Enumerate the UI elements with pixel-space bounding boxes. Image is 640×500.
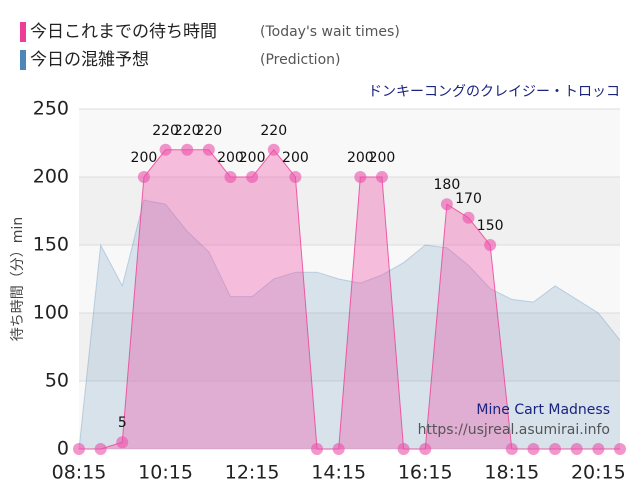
legend-label-en: (Today's wait times) — [260, 24, 400, 40]
legend-label-en: (Prediction) — [260, 52, 340, 68]
wait-marker — [354, 171, 367, 183]
x-tick-label: 20:15 — [571, 462, 626, 484]
value-label: 200 — [131, 150, 158, 166]
value-label: 220 — [174, 123, 201, 139]
value-label: 5 — [118, 415, 127, 431]
watermark-url: https://usjreal.asumirai.info — [418, 422, 610, 438]
wait-marker — [181, 143, 194, 156]
value-label: 220 — [195, 123, 222, 139]
plot-band — [79, 381, 620, 449]
y-tick-label: 50 — [45, 370, 69, 392]
watermark: Mine Cart Madness — [476, 402, 610, 418]
wait-area — [79, 149, 620, 450]
wait-marker — [73, 443, 85, 455]
y-tick-label: 100 — [33, 302, 69, 324]
value-label: 220 — [152, 123, 179, 139]
y-tick-label: 0 — [57, 438, 69, 460]
x-tick-label: 12:15 — [225, 462, 280, 484]
wait-marker — [419, 443, 432, 455]
plot-band — [79, 245, 620, 313]
wait-marker — [440, 198, 453, 211]
wait-marker — [549, 443, 562, 455]
wait-marker — [592, 443, 605, 455]
plot-band — [79, 109, 620, 177]
x-tick-label: 14:15 — [311, 462, 366, 484]
value-label: 200 — [369, 150, 396, 166]
chart-subtitle: ドンキーコングのクレイジー・トロッコ — [368, 84, 620, 100]
wait-marker — [462, 211, 475, 224]
wait-marker — [527, 443, 540, 455]
wait-marker — [311, 443, 324, 455]
x-tick-label: 18:15 — [484, 462, 539, 484]
legend-swatch — [20, 50, 26, 70]
wait-marker — [246, 171, 259, 183]
value-label: 150 — [477, 218, 504, 234]
y-tick-label: 200 — [33, 166, 69, 188]
wait-marker — [375, 171, 388, 183]
y-tick-label: 250 — [33, 98, 69, 120]
value-label: 200 — [282, 150, 309, 166]
legend-label: 今日の混雑予想 — [30, 50, 149, 70]
value-label: 180 — [434, 177, 461, 193]
value-label: 170 — [455, 191, 482, 207]
wait-marker — [614, 443, 626, 455]
wait-marker — [159, 143, 172, 156]
wait-marker — [202, 143, 215, 156]
wait-marker — [484, 239, 497, 251]
wait-marker — [570, 443, 583, 455]
wait-marker — [332, 443, 345, 455]
wait-marker — [94, 443, 107, 455]
x-tick-label: 16:15 — [398, 462, 453, 484]
prediction-area — [79, 200, 620, 449]
wait-marker — [137, 171, 150, 183]
legend-label: 今日これまでの待ち時間 — [30, 22, 217, 42]
wait-marker — [505, 443, 518, 455]
y-axis-label: 待ち時間（分）min — [10, 217, 26, 341]
value-label: 220 — [260, 123, 287, 139]
wait-marker — [397, 443, 410, 455]
value-label: 200 — [239, 150, 266, 166]
wait-marker — [267, 143, 280, 156]
legend-swatch — [20, 22, 26, 42]
value-label: 200 — [347, 150, 374, 166]
y-tick-label: 150 — [33, 234, 69, 256]
wait-marker — [289, 171, 302, 183]
wait-marker — [116, 436, 129, 449]
plot-band — [79, 313, 620, 381]
plot-band — [79, 177, 620, 245]
prediction-line — [78, 199, 621, 450]
x-tick-label: 10:15 — [138, 462, 193, 484]
x-tick-label: 08:15 — [52, 462, 107, 484]
wait-marker — [224, 171, 237, 183]
value-label: 200 — [217, 150, 244, 166]
